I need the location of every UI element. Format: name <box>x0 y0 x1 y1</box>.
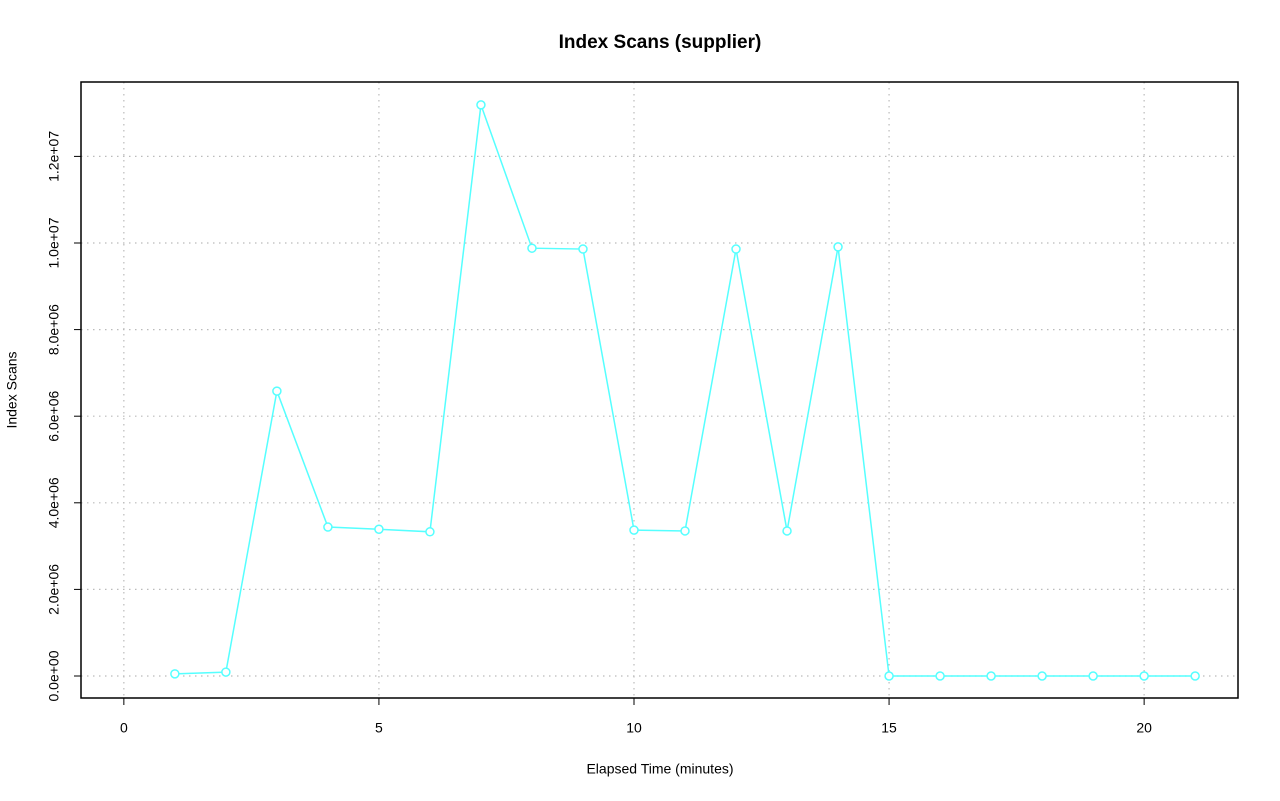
data-point <box>1037 671 1047 681</box>
data-point <box>374 524 384 534</box>
data-point <box>935 671 945 681</box>
data-point <box>629 525 639 535</box>
data-point <box>578 244 588 254</box>
data-point <box>323 522 333 532</box>
plot-frame <box>80 81 1239 699</box>
data-point <box>1139 671 1149 681</box>
y-tick-label: 4.0e+06 <box>46 477 62 528</box>
data-point <box>272 386 282 396</box>
y-tick-label: 6.0e+06 <box>46 390 62 441</box>
x-tick-label: 15 <box>881 720 897 736</box>
data-point <box>1088 671 1098 681</box>
data-point <box>680 526 690 536</box>
data-point <box>476 100 486 110</box>
data-point <box>782 526 792 536</box>
y-tick-label: 0.0e+00 <box>46 650 62 701</box>
data-point <box>1190 671 1200 681</box>
y-tick-label: 1.0e+07 <box>46 217 62 268</box>
x-tick-label: 0 <box>120 720 128 736</box>
x-axis-label: Elapsed Time (minutes) <box>586 761 733 777</box>
x-tick-label: 10 <box>626 720 642 736</box>
data-point <box>425 527 435 537</box>
x-tick-label: 20 <box>1136 720 1152 736</box>
y-tick-label: 8.0e+06 <box>46 304 62 355</box>
data-point <box>527 243 537 253</box>
data-point <box>170 669 180 679</box>
series-line <box>174 104 1196 677</box>
data-point <box>731 244 741 254</box>
y-tick-label: 2.0e+06 <box>46 564 62 615</box>
y-axis-label: Index Scans <box>4 351 20 428</box>
data-point <box>884 671 894 681</box>
x-tick-label: 5 <box>375 720 383 736</box>
y-tick-label: 1.2e+07 <box>46 131 62 182</box>
chart-title: Index Scans (supplier) <box>559 32 762 53</box>
data-point <box>221 667 231 677</box>
data-point <box>986 671 996 681</box>
data-point <box>833 242 843 252</box>
